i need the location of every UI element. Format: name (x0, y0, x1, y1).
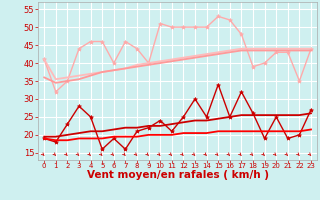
X-axis label: Vent moyen/en rafales ( km/h ): Vent moyen/en rafales ( km/h ) (87, 170, 268, 180)
